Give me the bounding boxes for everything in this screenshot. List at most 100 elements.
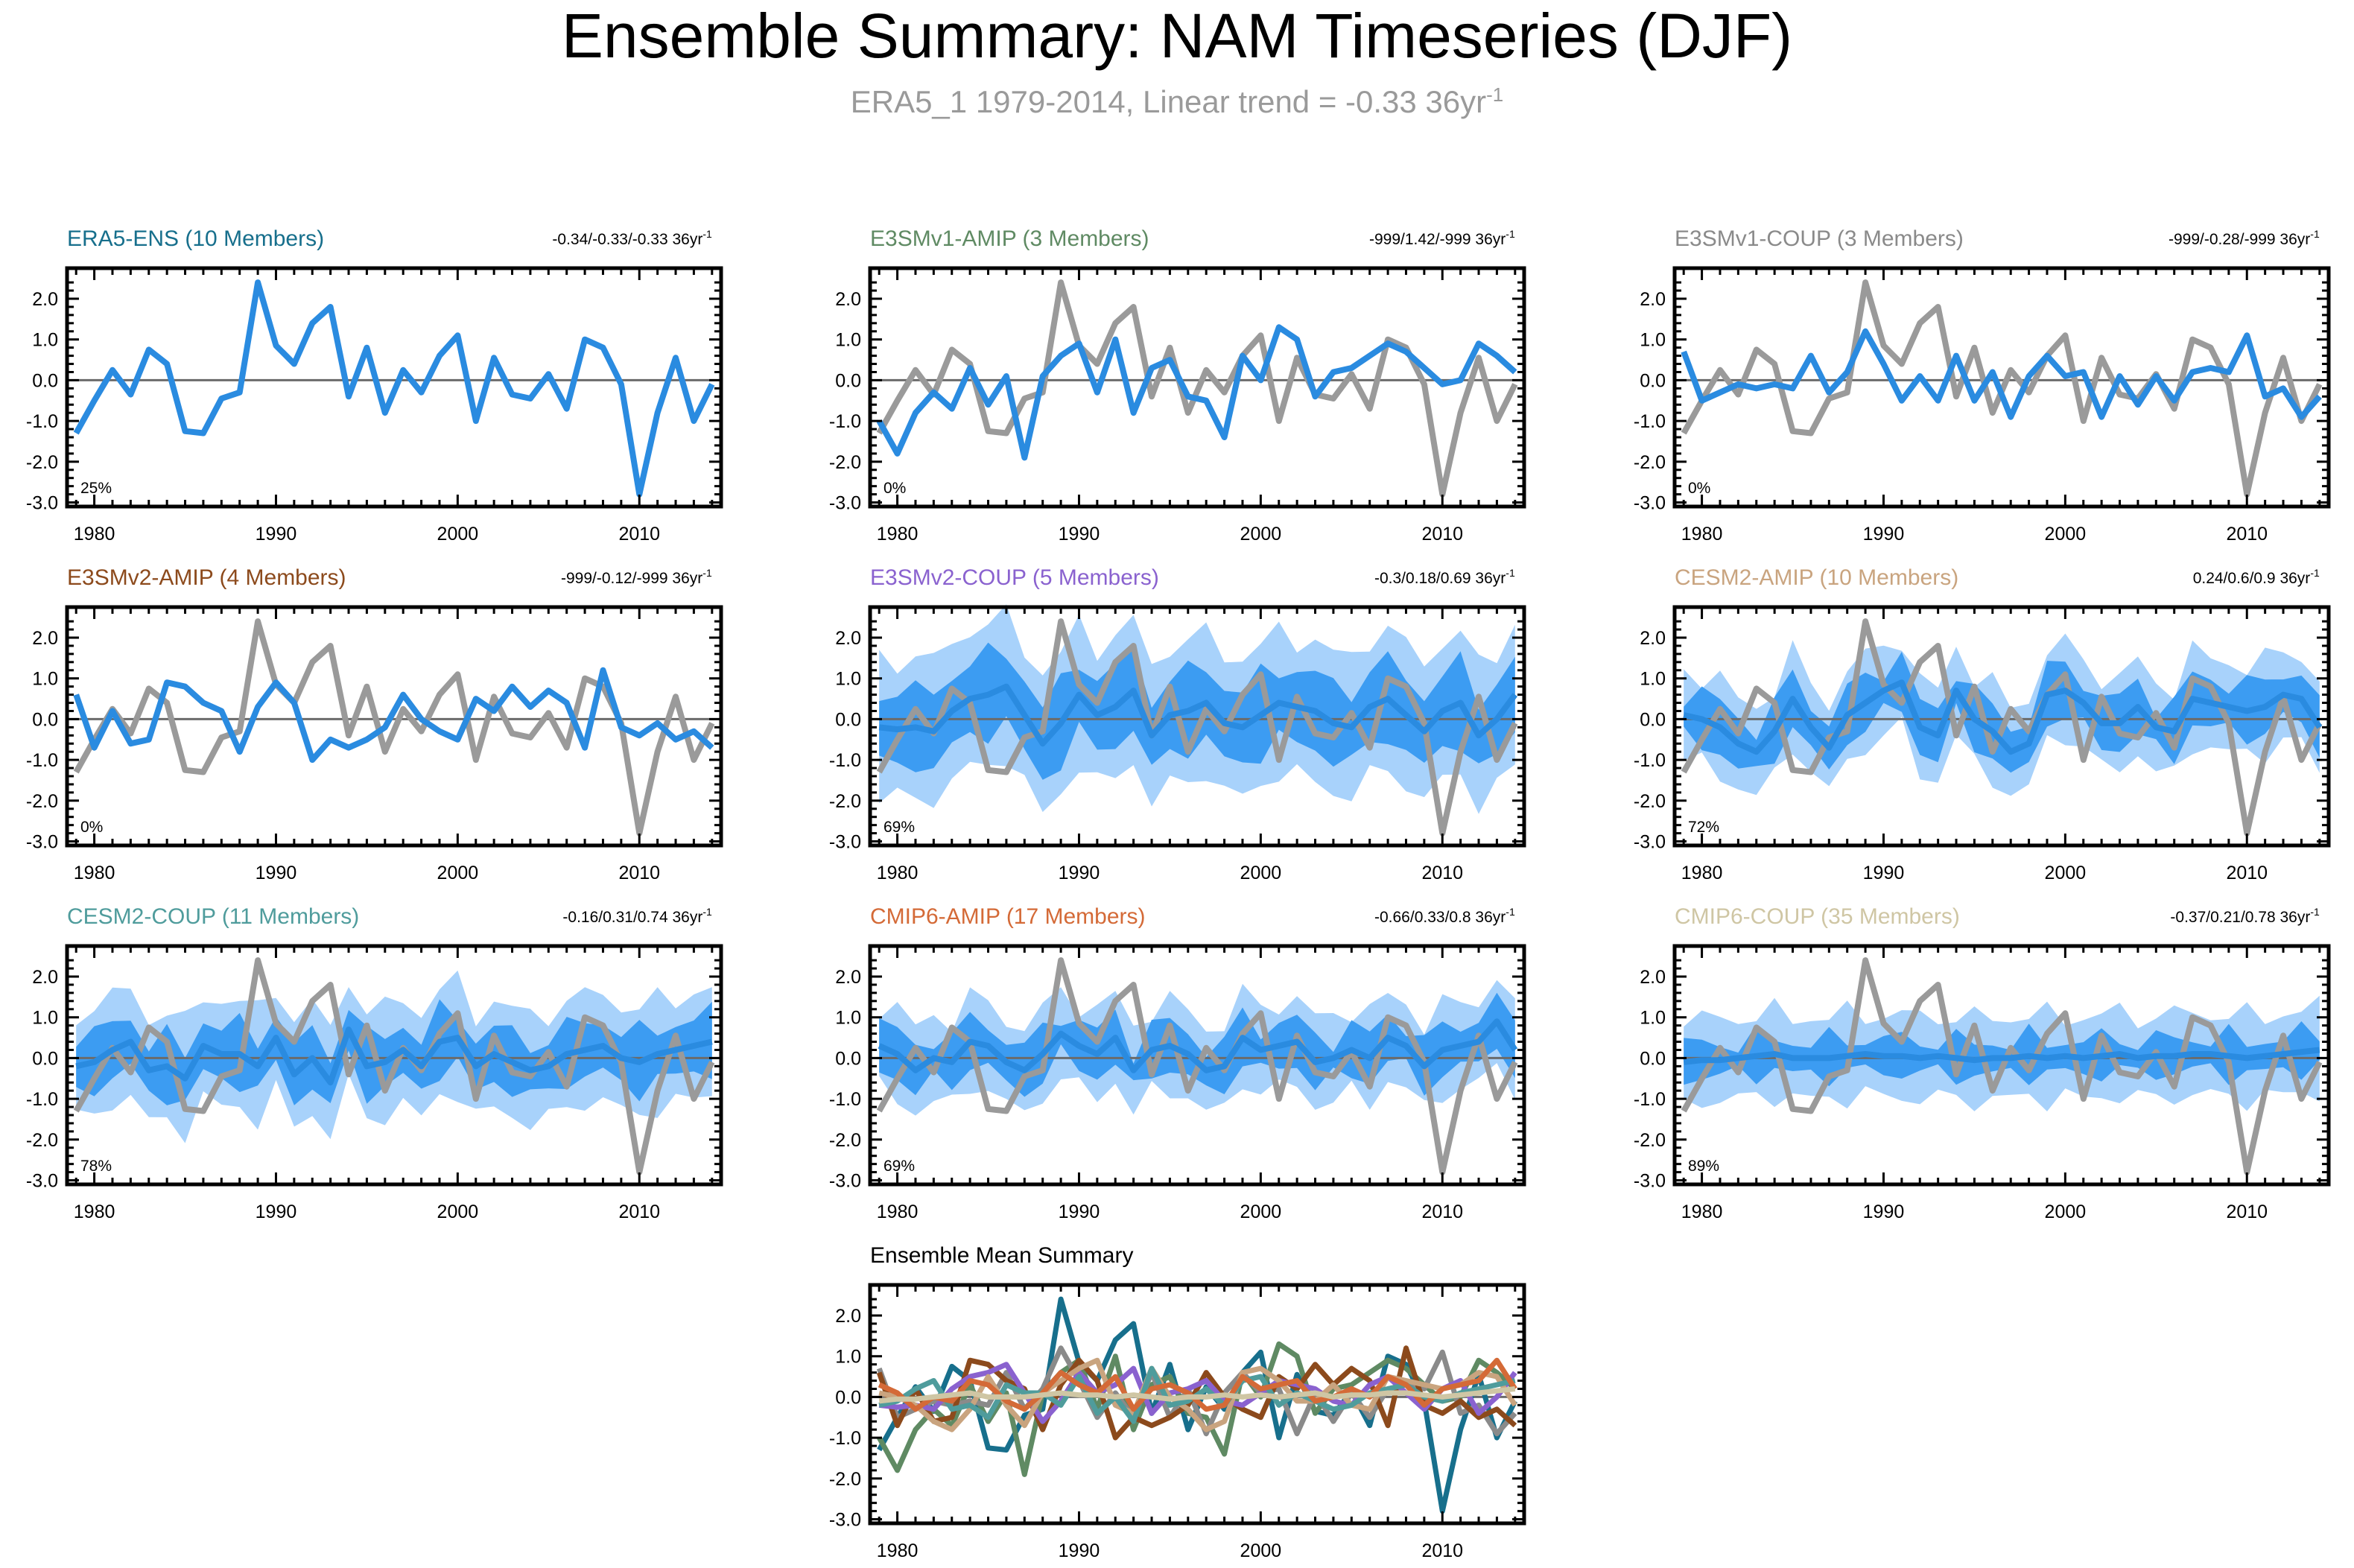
- y-tick-label: -1.0: [829, 1089, 861, 1110]
- x-tick-label: 2010: [2226, 1202, 2268, 1222]
- x-tick-label: 1990: [256, 524, 297, 545]
- x-tick-label: 2010: [618, 863, 660, 883]
- trend-unit-exponent: -1: [1506, 567, 1515, 579]
- subtitle-text: ERA5_1 1979-2014, Linear trend = -0.33 3…: [850, 84, 1487, 119]
- y-tick-label: -1.0: [26, 750, 58, 771]
- y-tick-label: 1.0: [835, 1347, 861, 1368]
- model-series-line: [73, 667, 714, 764]
- x-tick-label: 1980: [877, 863, 919, 883]
- trend-text: -999/-0.12/-999 36yr-1: [561, 567, 712, 587]
- y-tick-label: -3.0: [829, 832, 861, 853]
- y-tick-label: -2.0: [829, 452, 861, 473]
- trend-unit-exponent: -1: [702, 906, 712, 918]
- y-tick-label: 1.0: [1640, 330, 1666, 351]
- x-tick-label: 1980: [74, 863, 115, 883]
- panel-title: E3SMv1-AMIP (3 Members): [870, 226, 1149, 251]
- main-title: Ensemble Summary: NAM Timeseries (DJF): [561, 1, 1793, 71]
- y-tick-label: -2.0: [829, 1469, 861, 1490]
- panel-1: 2.0 1.0 0.0 -1.0 -2.0 -3.0 1980 1990 2000 2010 ERA…: [26, 226, 723, 545]
- subtitle: ERA5_1 1979-2014, Linear trend = -0.33 3…: [0, 77, 2354, 120]
- percent-label: 25%: [80, 480, 112, 497]
- spread-band-inner: [1684, 652, 2320, 773]
- panel-title: E3SMv2-AMIP (4 Members): [67, 565, 346, 590]
- y-tick-label: -1.0: [829, 411, 861, 432]
- x-tick-label: 1980: [1681, 1202, 1723, 1222]
- y-tick-label: -3.0: [1634, 493, 1666, 514]
- y-tick-label: 0.0: [32, 1048, 58, 1069]
- y-tick-label: 2.0: [835, 289, 861, 310]
- percent-label: 89%: [1688, 1158, 1719, 1175]
- y-tick-label: -2.0: [26, 452, 58, 473]
- spread-band-inner: [76, 999, 712, 1105]
- obs-series-line: [73, 618, 715, 837]
- x-tick-label: 2000: [2045, 524, 2087, 545]
- panel-title: E3SMv2-COUP (5 Members): [870, 565, 1159, 590]
- trend-text: -999/-0.28/-999 36yr-1: [2169, 228, 2320, 248]
- y-tick-label: 2.0: [1640, 967, 1666, 988]
- y-tick-label: 0.0: [835, 709, 861, 730]
- percent-label: 78%: [80, 1158, 112, 1175]
- y-tick-label: 2.0: [32, 628, 58, 649]
- trend-text: -0.3/0.18/0.69 36yr-1: [1374, 567, 1515, 587]
- y-tick-label: 1.0: [1640, 669, 1666, 690]
- y-tick-label: 2.0: [32, 967, 58, 988]
- y-tick-label: 1.0: [1640, 1008, 1666, 1029]
- y-tick-label: 0.0: [32, 709, 58, 730]
- x-tick-label: 1990: [1059, 524, 1100, 545]
- x-tick-label: 2000: [2045, 1202, 2087, 1222]
- y-tick-label: -2.0: [26, 1130, 58, 1151]
- y-tick-label: 0.0: [835, 370, 861, 391]
- y-tick-label: -3.0: [26, 1171, 58, 1192]
- obs-series-line: [73, 957, 715, 1175]
- model-series-line: [1683, 1047, 2320, 1065]
- panel-4: 2.0 1.0 0.0 -1.0 -2.0 -3.0 1980 1990 2000 2010 E3S…: [26, 565, 723, 883]
- y-tick-label: 1.0: [835, 1008, 861, 1029]
- y-tick-label: 0.0: [32, 370, 58, 391]
- obs-series-line: [1681, 957, 2323, 1175]
- x-tick-label: 1980: [877, 1540, 919, 1561]
- percent-label: 69%: [883, 819, 915, 836]
- spread-band-inner: [879, 642, 1515, 780]
- x-tick-label: 2000: [2045, 863, 2087, 883]
- y-tick-label: 0.0: [835, 1387, 861, 1408]
- panel-title: CMIP6-AMIP (17 Members): [870, 904, 1146, 929]
- y-tick-label: 1.0: [835, 669, 861, 690]
- x-tick-label: 2000: [1240, 863, 1282, 883]
- trend-unit-exponent: -1: [2310, 228, 2320, 240]
- x-tick-label: 1990: [1863, 524, 1905, 545]
- y-tick-label: 1.0: [32, 330, 58, 351]
- summary-title: Ensemble Mean Summary: [870, 1243, 1133, 1268]
- x-tick-label: 2000: [437, 863, 479, 883]
- y-tick-label: 0.0: [1640, 1048, 1666, 1069]
- y-tick-label: 2.0: [835, 967, 861, 988]
- panel-title: E3SMv1-COUP (3 Members): [1675, 226, 1964, 251]
- panel-6: 2.0 1.0 0.0 -1.0 -2.0 -3.0 1980 1990 2000 2010 CES…: [1634, 565, 2331, 883]
- trend-unit-exponent: -1: [1506, 228, 1515, 240]
- x-tick-label: 1980: [877, 524, 919, 545]
- panel-title: ERA5-ENS (10 Members): [67, 226, 324, 251]
- x-tick-label: 1980: [1681, 524, 1723, 545]
- x-tick-label: 2010: [2226, 524, 2268, 545]
- percent-label: 0%: [80, 819, 103, 836]
- y-tick-label: -2.0: [829, 1130, 861, 1151]
- x-tick-label: 2000: [1240, 1202, 1282, 1222]
- model-series-line: [878, 1018, 1518, 1073]
- model-series-line: [876, 324, 1517, 461]
- y-tick-label: 1.0: [32, 669, 58, 690]
- y-tick-label: -1.0: [829, 750, 861, 771]
- panel-8: 2.0 1.0 0.0 -1.0 -2.0 -3.0 1980 1990 2000 2010 CMI…: [829, 904, 1526, 1222]
- y-tick-label: -3.0: [829, 493, 861, 514]
- y-tick-label: 2.0: [835, 1306, 861, 1327]
- trend-unit-exponent: -1: [702, 567, 712, 579]
- trend-unit-exponent: -1: [2310, 567, 2320, 579]
- y-tick-label: -3.0: [26, 493, 58, 514]
- percent-label: 69%: [883, 1158, 915, 1175]
- y-tick-label: -3.0: [26, 832, 58, 853]
- y-tick-label: -1.0: [26, 411, 58, 432]
- y-tick-label: 1.0: [32, 1008, 58, 1029]
- x-tick-label: 1990: [1059, 1540, 1100, 1561]
- y-tick-label: 0.0: [1640, 709, 1666, 730]
- y-tick-label: -3.0: [829, 1510, 861, 1531]
- y-tick-label: -3.0: [829, 1171, 861, 1192]
- y-tick-label: -2.0: [1634, 452, 1666, 473]
